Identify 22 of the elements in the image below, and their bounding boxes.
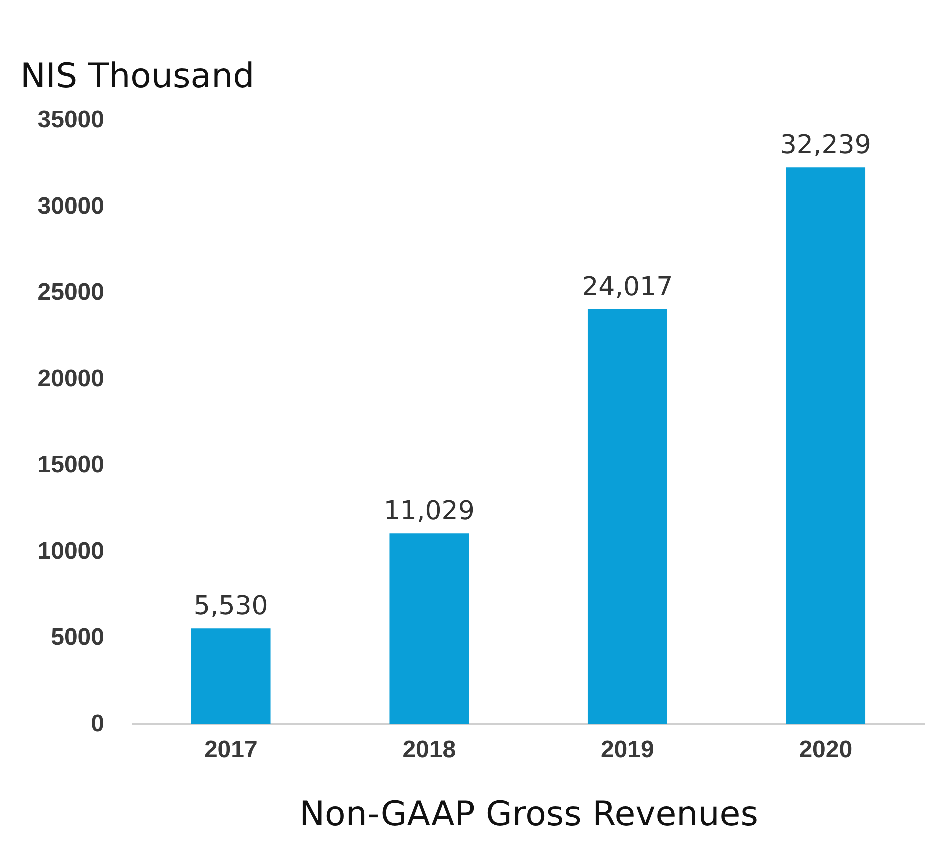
y-tick-label: 35000	[38, 106, 104, 134]
data-label: 32,239	[780, 130, 872, 161]
x-tick-label: 2019	[600, 736, 654, 764]
y-tick-label: 30000	[38, 192, 104, 220]
y-axis-title: NIS Thousand	[20, 56, 255, 96]
x-tick-label: 2020	[799, 736, 853, 764]
y-tick-label: 5000	[51, 624, 104, 652]
data-label: 5,530	[194, 592, 268, 622]
data-label: 24,017	[582, 272, 674, 303]
bar	[390, 534, 470, 724]
bar	[191, 628, 271, 724]
y-tick-label: 10000	[38, 538, 104, 565]
y-tick-label: 25000	[38, 279, 104, 306]
bar	[786, 168, 866, 724]
x-tick-label: 2017	[204, 736, 258, 764]
bar	[588, 310, 668, 724]
x-tick-label: 2018	[402, 736, 456, 764]
x-axis-title: Non-GAAP Gross Revenues	[300, 794, 758, 834]
data-label: 11,029	[384, 496, 475, 527]
y-tick-label: 20000	[38, 365, 104, 392]
y-tick-label: 0	[91, 710, 104, 738]
y-tick-label: 15000	[38, 452, 104, 479]
